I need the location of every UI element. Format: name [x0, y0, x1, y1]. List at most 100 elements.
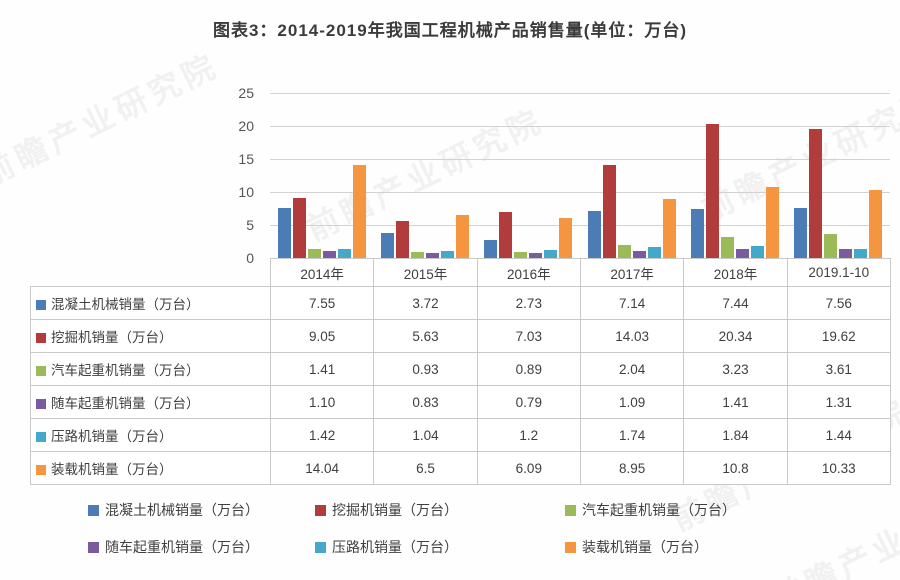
bar: [794, 208, 808, 258]
row-label-cell: 随车起重机销量（万台）: [30, 385, 271, 419]
series-color-marker: [36, 333, 46, 343]
bar: [647, 246, 661, 258]
y-tick-label: 10: [238, 184, 254, 200]
bar: [809, 128, 823, 258]
value-cell: 1.2: [476, 418, 581, 452]
chart-title: 图表3：2014-2019年我国工程机械产品销售量(单位：万台): [212, 21, 688, 40]
bar: [455, 215, 469, 258]
value-cell: 0.89: [476, 352, 581, 386]
value-cell: 6.09: [476, 451, 581, 485]
legend: 混凝土机械销量（万台） 挖掘机销量（万台） 汽车起重机销量（万台） 随车起重机销量（万…: [88, 500, 848, 557]
series-label: 混凝土机械销量（万台）: [51, 297, 200, 312]
bar: [484, 239, 498, 258]
y-tick-label: 25: [238, 85, 254, 101]
legend-label: 装载机销量（万台）: [582, 539, 708, 555]
bar: [499, 211, 513, 258]
bar-group-2017年: [580, 165, 683, 258]
bar: [587, 210, 601, 258]
series-label: 随车起重机销量（万台）: [51, 396, 200, 411]
row-label-cell: 压路机销量（万台）: [30, 418, 271, 452]
legend-color-marker: [565, 504, 576, 516]
table-row: 汽车起重机销量（万台） 1.41 0.93 0.89 2.04 3.23 3.61: [30, 352, 891, 386]
legend-label: 汽车起重机销量（万台）: [582, 502, 736, 518]
bar: [514, 252, 528, 258]
bar: [544, 250, 558, 258]
bar: [337, 248, 351, 258]
series-color-marker: [36, 465, 46, 475]
value-cell: 7.56: [786, 286, 891, 320]
value-cell: 3.61: [786, 352, 891, 386]
value-cell: 10.33: [786, 451, 891, 485]
value-cell: 1.44: [786, 418, 891, 452]
legend-item: 混凝土机械销量（万台）: [88, 500, 315, 520]
legend-item: 随车起重机销量（万台）: [88, 537, 315, 557]
bar: [307, 248, 321, 258]
watermark-text: 前瞻产业研究院: [0, 46, 225, 193]
bar-group-2019.1-10: [787, 128, 890, 258]
bar: [869, 189, 883, 258]
y-tick-label: 0: [246, 250, 254, 266]
value-cell: 2.04: [579, 352, 685, 386]
value-cell: 3.23: [683, 352, 788, 386]
table-row: 混凝土机械销量（万台） 7.55 3.72 2.73 7.14 7.44 7.56: [30, 286, 891, 320]
bar-group-2016年: [477, 211, 580, 258]
bar: [292, 198, 306, 258]
legend-item: 压路机销量（万台）: [315, 537, 565, 557]
value-cell: 10.8: [683, 451, 788, 485]
bar-group-2018年: [683, 123, 786, 258]
gridline: [270, 126, 890, 127]
bar: [410, 251, 424, 258]
row-label-cell: 挖掘机销量（万台）: [30, 319, 271, 353]
bar: [602, 165, 616, 258]
series-label: 装载机销量（万台）: [51, 462, 173, 477]
value-cell: 0.83: [373, 385, 478, 419]
y-tick-label: 20: [238, 118, 254, 134]
table-header-year: 2015年: [373, 258, 478, 287]
table-header-year: 2019.1-10: [786, 258, 891, 287]
legend-color-marker: [315, 541, 326, 553]
table-header-year: 2018年: [683, 258, 788, 287]
legend-item: 挖掘机销量（万台）: [315, 500, 565, 520]
value-cell: 6.5: [373, 451, 478, 485]
value-cell: 1.31: [786, 385, 891, 419]
legend-label: 压路机销量（万台）: [332, 539, 458, 555]
gridline: [270, 225, 890, 226]
table-row: 装载机销量（万台） 14.04 6.5 6.09 8.95 10.8 10.33: [30, 451, 891, 485]
bar: [380, 233, 394, 258]
bar: [735, 248, 749, 258]
legend-label: 混凝土机械销量（万台）: [105, 502, 259, 518]
value-cell: 8.95: [579, 451, 685, 485]
bar: [839, 249, 853, 258]
value-cell: 1.84: [683, 418, 788, 452]
table-header-year: 2017年: [579, 258, 685, 287]
value-cell: 1.41: [683, 385, 788, 419]
value-cell: 1.74: [579, 418, 685, 452]
legend-item: 装载机销量（万台）: [565, 537, 848, 557]
bar: [425, 252, 439, 258]
bar-group-2014年: [270, 165, 373, 258]
series-label: 挖掘机销量（万台）: [51, 330, 173, 345]
bar: [824, 234, 838, 258]
value-cell: 2.73: [476, 286, 581, 320]
bar: [765, 186, 779, 258]
table-header-year: 2016年: [476, 258, 581, 287]
row-label-cell: 装载机销量（万台）: [30, 451, 271, 485]
series-color-marker: [36, 432, 46, 442]
legend-color-marker: [88, 541, 99, 553]
gridline: [270, 93, 890, 94]
value-cell: 7.14: [579, 286, 685, 320]
bar: [705, 123, 719, 258]
legend-label: 挖掘机销量（万台）: [332, 502, 458, 518]
series-color-marker: [36, 366, 46, 376]
value-cell: 14.03: [579, 319, 685, 353]
value-cell: 0.79: [476, 385, 581, 419]
bar-group-2015年: [373, 215, 476, 258]
table-corner-cell: [30, 258, 271, 287]
bar: [277, 208, 291, 258]
value-cell: 1.09: [579, 385, 685, 419]
value-cell: 1.41: [269, 352, 375, 386]
value-cell: 1.10: [269, 385, 375, 419]
table-row: 压路机销量（万台） 1.42 1.04 1.2 1.74 1.84 1.44: [30, 418, 891, 452]
legend-item: 汽车起重机销量（万台）: [565, 500, 848, 520]
series-color-marker: [36, 300, 46, 310]
